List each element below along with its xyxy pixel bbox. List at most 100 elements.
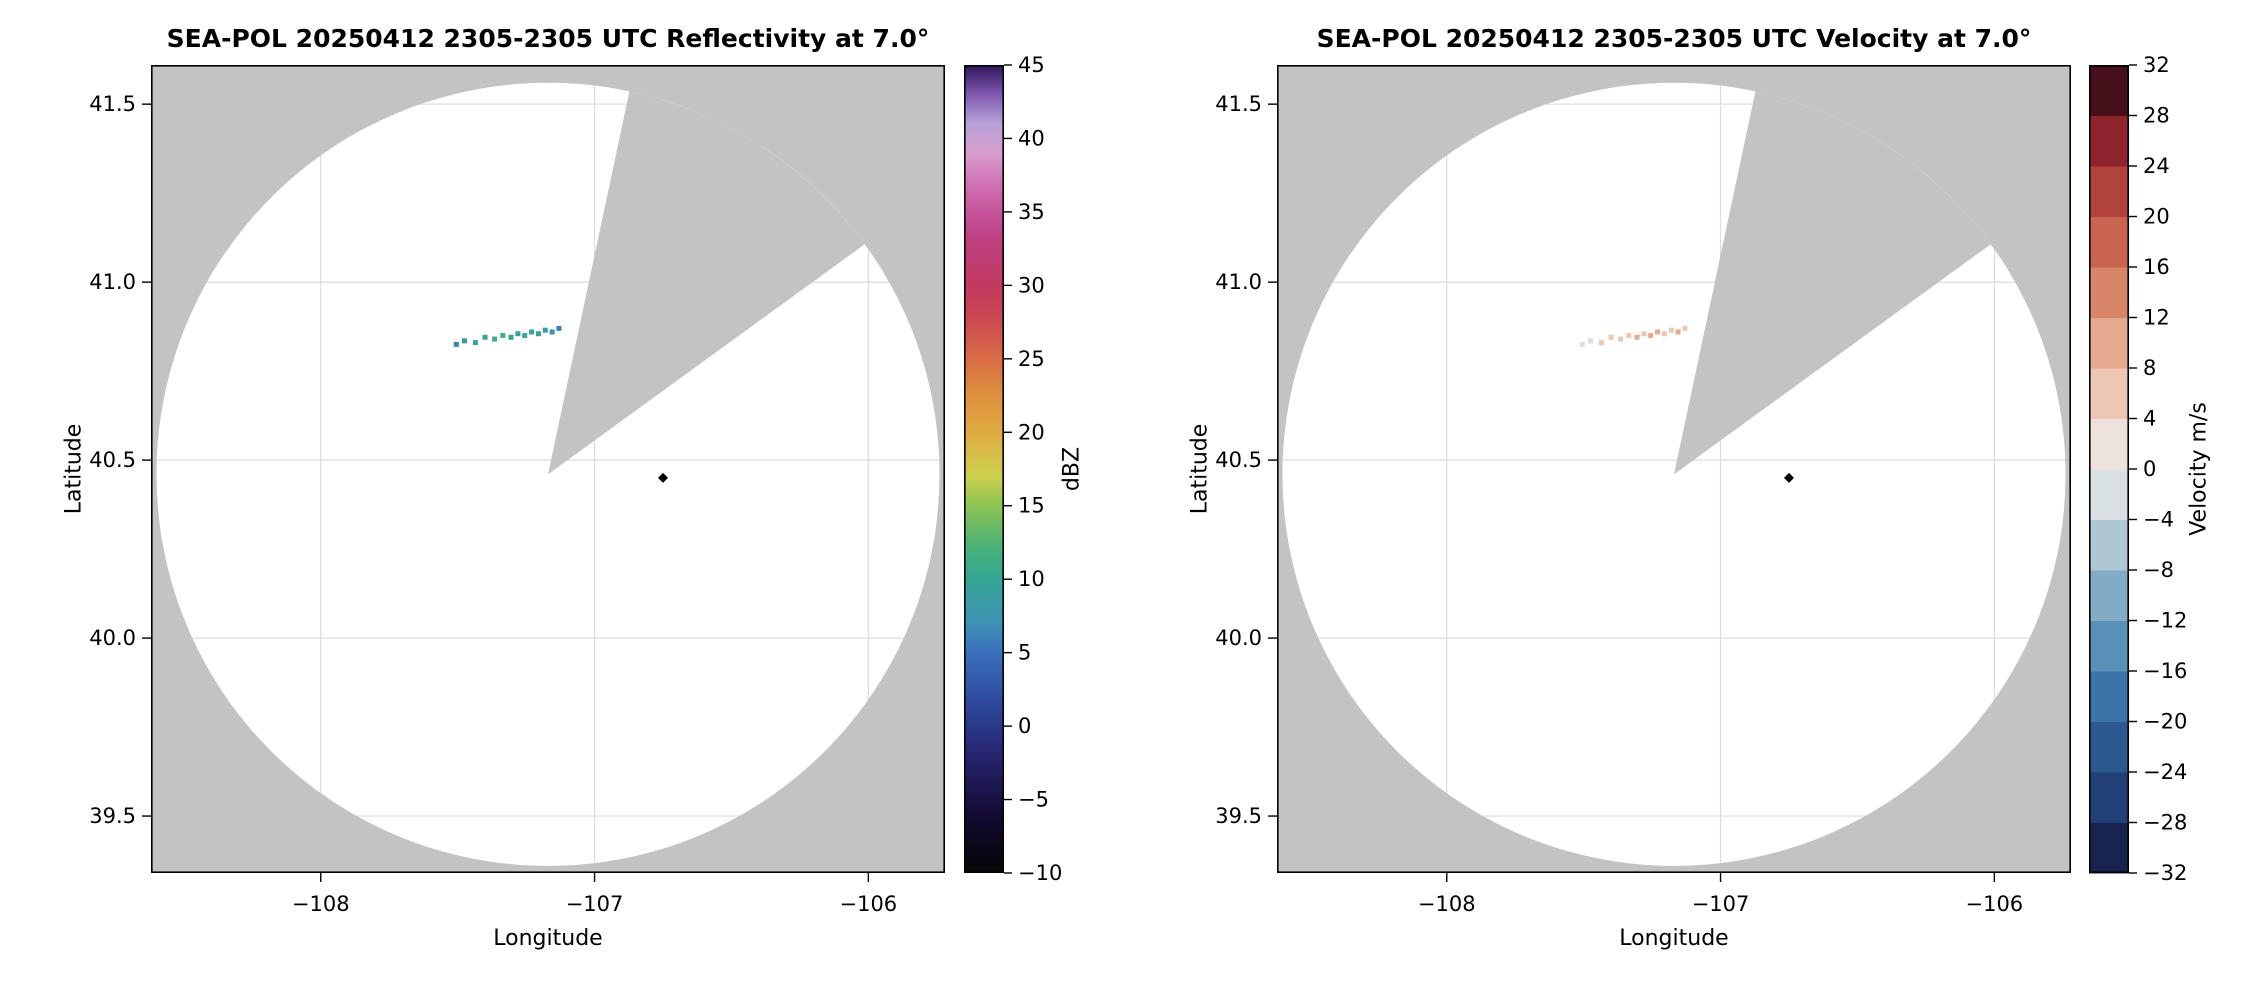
colorbar-tick-label: 30	[1018, 273, 1045, 297]
colorbar-frame	[964, 65, 1005, 874]
reflectivity-ylabel: Latitude	[61, 423, 87, 515]
echo-pixel	[1661, 331, 1667, 337]
colorbar-tick-label: 24	[2143, 154, 2170, 178]
y-tick-label: 39.5	[1215, 804, 1262, 828]
colorbar-tick-label: 40	[1018, 126, 1045, 150]
colorbar-frame	[2089, 65, 2130, 874]
y-tick-label: 41.0	[1215, 270, 1262, 294]
x-tick-label: −106	[1965, 892, 2023, 916]
echo-pixel	[453, 341, 459, 347]
colorbar-tick-label: 35	[1018, 200, 1045, 224]
axes-frame	[1277, 65, 2072, 874]
radar-echoes	[1579, 325, 1688, 347]
y-tick-label: 40.5	[1215, 448, 1262, 472]
colorbar-tick-label: 20	[2143, 205, 2170, 229]
velocity-ppi-plot: −108 −107 −106 39.5 40.0 40.5 41.0 41.5	[1215, 65, 2072, 916]
colorbar-tick-marks	[1004, 64, 1012, 874]
tick-marks	[1268, 103, 1996, 882]
colorbar-tick-label: −8	[2143, 558, 2174, 582]
echo-pixel	[522, 333, 528, 339]
echo-pixel	[549, 329, 555, 335]
y-tick-label: 41.5	[89, 92, 136, 116]
colorbar-tick-label: −4	[2143, 508, 2174, 532]
colorbar-tick-label: −10	[1018, 861, 1062, 885]
colorbar-tick-labels: −10 −5 0 5 10 15 20 25 30 35 40 45	[1018, 53, 1062, 885]
colorbar-tick-label: −16	[2143, 659, 2187, 683]
echo-pixel	[1675, 329, 1681, 335]
colorbar-segments	[2089, 65, 2129, 874]
echo-pixel	[542, 327, 548, 333]
echo-pixel	[1579, 341, 1585, 347]
echo-pixel	[508, 334, 514, 340]
y-tick-label: 40.5	[89, 448, 136, 472]
colorbar-tick-label: 0	[1018, 714, 1031, 738]
colorbar-tick-label: 0	[2143, 457, 2156, 481]
y-tick-label: 40.0	[89, 626, 136, 650]
site-marker-diamond	[657, 472, 668, 483]
echo-pixel	[1626, 333, 1632, 339]
colorbar-tick-label: −20	[2143, 710, 2187, 734]
colorbar-tick-label: −28	[2143, 811, 2187, 835]
colorbar-tick-label: 10	[1018, 567, 1045, 591]
y-tick-label: 41.5	[1215, 92, 1262, 116]
x-tick-label: −108	[292, 892, 350, 916]
colorbar-tick-label: 20	[1018, 420, 1045, 444]
colorbar-tick-labels: −32 −28 −24 −20 −16 −12 −8 −4 0 4 8 12 16 20 24 28 32	[2143, 53, 2187, 885]
echo-pixel	[556, 325, 562, 331]
y-tick-label: 41.0	[89, 270, 136, 294]
reflectivity-ppi-plot: −108 −107 −106 39.5 40.0 40.5 41.0 41.5	[89, 65, 946, 916]
reflectivity-title: SEA-POL 20250412 2305-2305 UTC Reflectiv…	[166, 24, 930, 53]
tick-marks	[142, 103, 870, 882]
echo-pixel	[461, 338, 467, 344]
site-marker-diamond	[1783, 472, 1794, 483]
echo-pixel	[1648, 333, 1654, 339]
colorbar-tick-marks	[2129, 64, 2137, 874]
echo-pixel	[500, 333, 506, 339]
velocity-ylabel: Latitude	[1187, 423, 1213, 515]
colorbar-tick-label: 12	[2143, 306, 2170, 330]
x-tick-label: −107	[566, 892, 624, 916]
reflectivity-xlabel: Longitude	[493, 926, 603, 951]
tick-labels: −108 −107 −106 39.5 40.0 40.5 41.0 41.5	[89, 92, 897, 916]
y-tick-label: 39.5	[89, 804, 136, 828]
colorbar-tick-label: 8	[2143, 356, 2156, 380]
echo-pixel	[1641, 331, 1647, 337]
colorbar-tick-label: 5	[1018, 641, 1031, 665]
reflectivity-colorbar: −10 −5 0 5 10 15 20 25 30 35 40 45	[964, 53, 1062, 885]
x-tick-label: −107	[1692, 892, 1750, 916]
colorbar-tick-label: −32	[2143, 861, 2187, 885]
colorbar-tick-label: 32	[2143, 53, 2170, 77]
colorbar-tick-label: −12	[2143, 609, 2187, 633]
echo-pixel	[1655, 329, 1661, 335]
colorbar-tick-label: −24	[2143, 760, 2187, 784]
echo-pixel	[1618, 336, 1624, 342]
echo-pixel	[1608, 334, 1614, 340]
reflectivity-colorbar-label: dBZ	[1059, 446, 1085, 492]
colorbar-tick-label: 25	[1018, 347, 1045, 371]
x-tick-label: −108	[1418, 892, 1476, 916]
echo-pixel	[472, 340, 478, 346]
colorbar-tick-label: −5	[1018, 788, 1049, 812]
echo-pixel	[1668, 327, 1674, 333]
axes-frame	[151, 65, 946, 874]
velocity-colorbar-label: Velocity m/s	[2186, 402, 2212, 536]
x-tick-label: −106	[839, 892, 897, 916]
echo-pixel	[1587, 338, 1593, 344]
echo-pixel	[515, 331, 521, 337]
velocity-xlabel: Longitude	[1619, 926, 1729, 951]
echo-pixel	[482, 334, 488, 340]
missing-sector-wedge	[1674, 91, 1991, 475]
tick-labels: −108 −107 −106 39.5 40.0 40.5 41.0 41.5	[1215, 92, 2023, 916]
echo-pixel	[1598, 340, 1604, 346]
colorbar-gradient	[964, 65, 1004, 873]
velocity-colorbar: −32 −28 −24 −20 −16 −12 −8 −4 0 4 8 12 16 20 24 28 32	[2089, 53, 2187, 885]
echo-pixel	[1682, 325, 1688, 331]
colorbar-tick-label: 4	[2143, 407, 2156, 431]
colorbar-tick-label: 45	[1018, 53, 1045, 77]
radar-echoes	[453, 325, 562, 347]
colorbar-tick-label: 16	[2143, 255, 2170, 279]
echo-pixel	[535, 331, 541, 337]
y-tick-label: 40.0	[1215, 626, 1262, 650]
echo-pixel	[492, 336, 498, 342]
